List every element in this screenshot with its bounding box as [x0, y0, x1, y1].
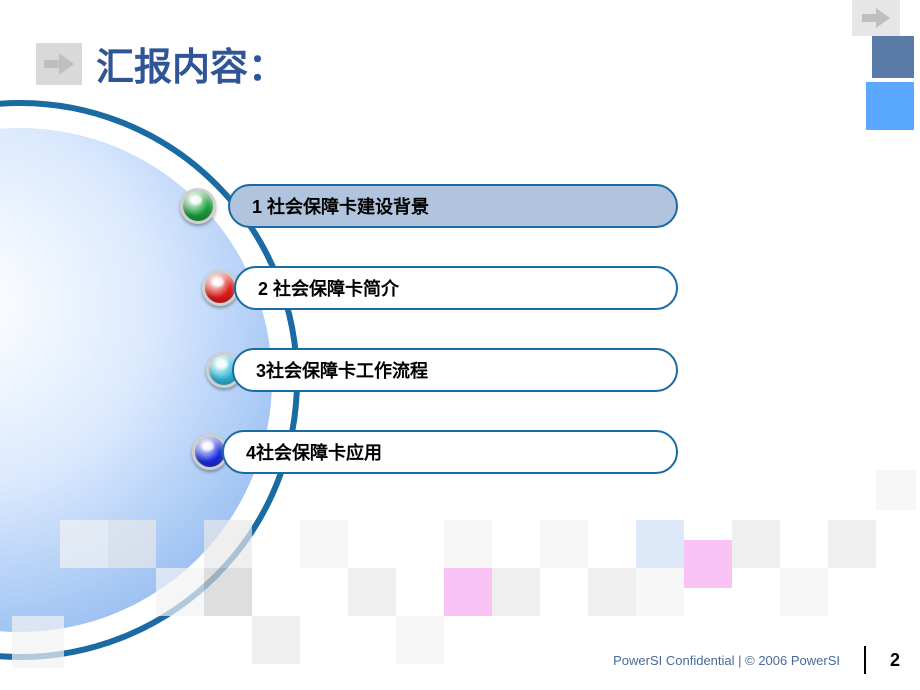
deco-square	[348, 568, 396, 616]
footer-separator	[864, 646, 866, 674]
deco-square	[444, 568, 492, 616]
slide-title-row: 汇报内容：	[36, 36, 286, 91]
deco-square	[492, 568, 540, 616]
agenda-item-4[interactable]: 4社会保障卡应用	[222, 430, 678, 474]
corner-square-2	[866, 82, 914, 130]
deco-square	[588, 568, 636, 616]
agenda-item-3[interactable]: 3社会保障卡工作流程	[232, 348, 678, 392]
agenda-item-2[interactable]: 2 社会保障卡简介	[234, 266, 678, 310]
deco-square	[780, 568, 828, 616]
page-number: 2	[890, 650, 900, 671]
deco-square	[444, 520, 492, 568]
agenda-bullet-2	[202, 270, 238, 306]
deco-square	[636, 568, 684, 616]
deco-square	[876, 470, 916, 510]
slide-title: 汇报内容：	[96, 36, 286, 91]
deco-square	[300, 520, 348, 568]
agenda-bullet-1	[180, 188, 216, 224]
top-right-deco	[800, 0, 920, 160]
deco-square	[828, 520, 876, 568]
deco-square	[396, 616, 444, 664]
corner-arrow-icon	[852, 0, 900, 36]
deco-square	[540, 520, 588, 568]
deco-square	[684, 540, 732, 588]
footer-text: PowerSI Confidential | © 2006 PowerSI	[613, 653, 840, 668]
title-arrow-icon	[36, 43, 82, 85]
agenda-item-label: 2 社会保障卡简介	[258, 275, 399, 301]
deco-square	[636, 520, 684, 568]
agenda-item-label: 4社会保障卡应用	[246, 439, 382, 465]
agenda-item-label: 1 社会保障卡建设背景	[252, 193, 429, 219]
slide-footer: PowerSI Confidential | © 2006 PowerSI 2	[613, 646, 900, 674]
agenda-item-label: 3社会保障卡工作流程	[256, 357, 428, 383]
deco-square	[732, 520, 780, 568]
agenda-item-1[interactable]: 1 社会保障卡建设背景	[228, 184, 678, 228]
corner-square-1	[872, 36, 914, 78]
